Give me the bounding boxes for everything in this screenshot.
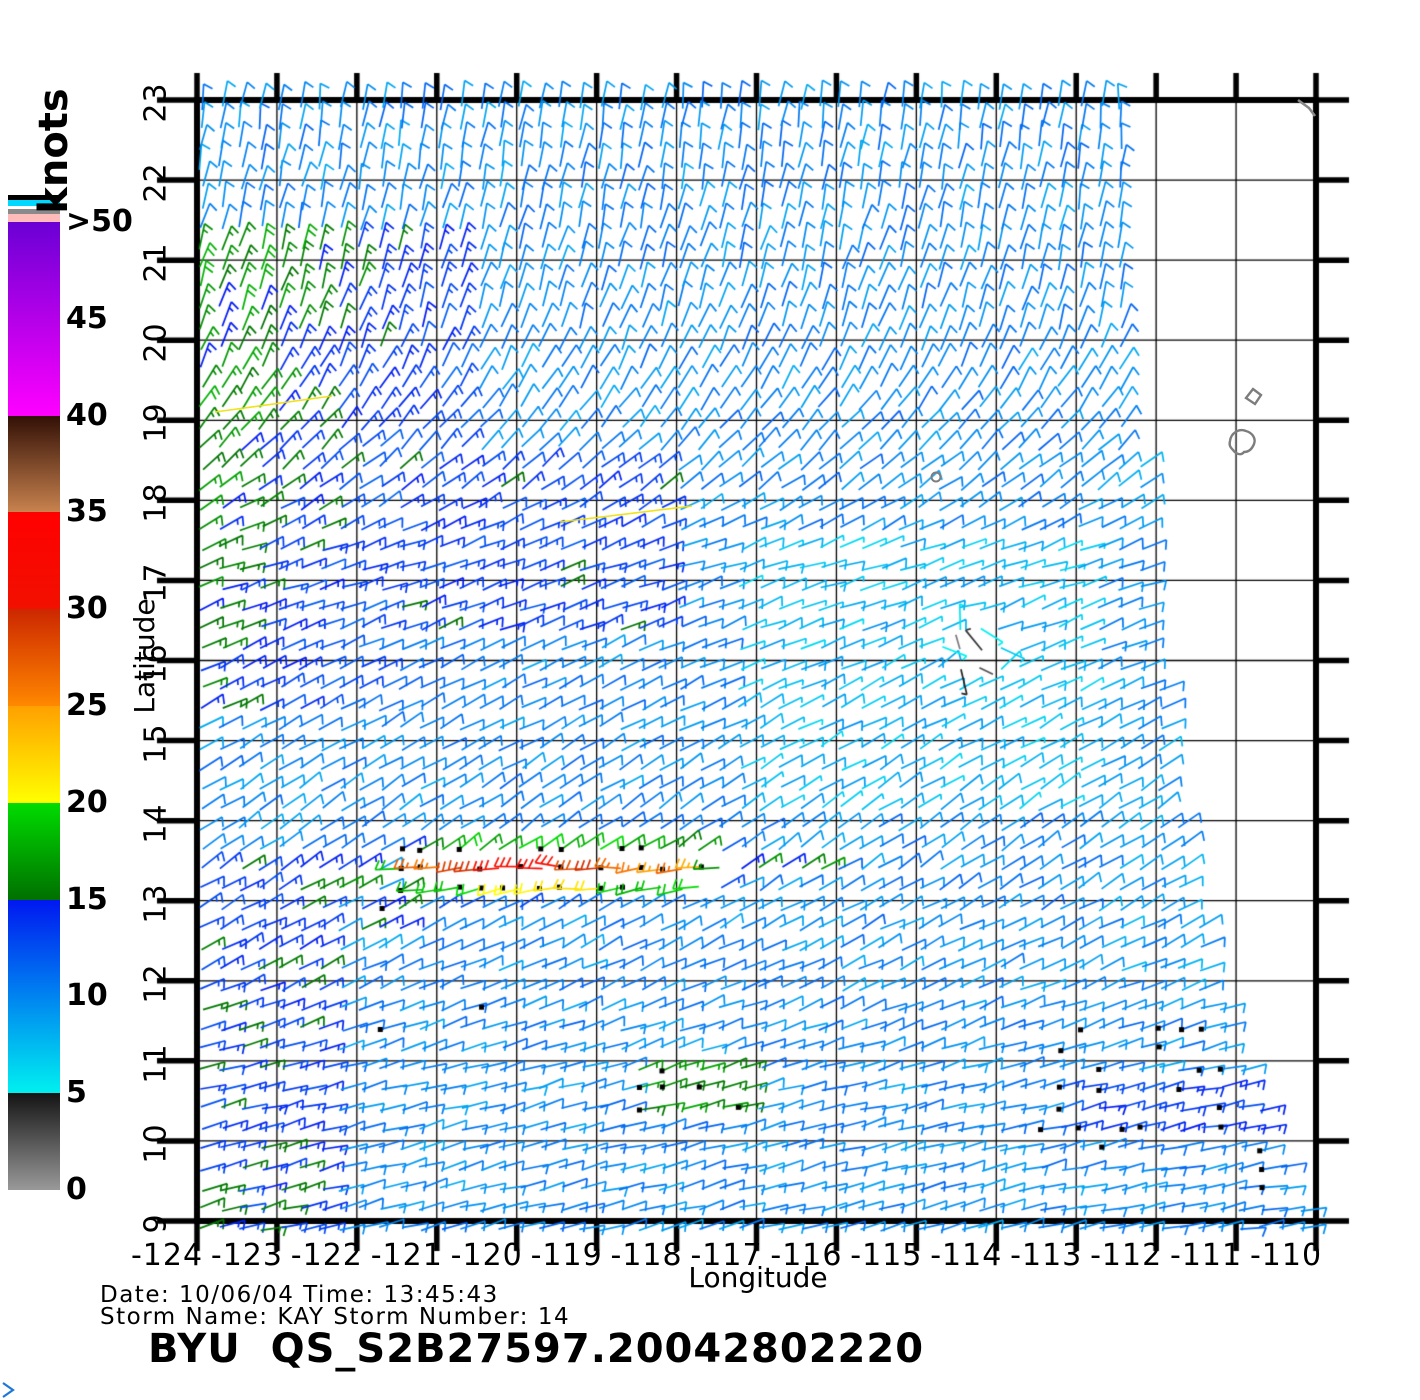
colorbar-tick-label: 5 [66, 1075, 87, 1111]
colorbar-tick-label: 20 [66, 784, 108, 820]
colorbar-stripe [8, 195, 60, 200]
y-tick-label: 13 [138, 883, 174, 924]
x-tick-label: -121 [370, 1238, 443, 1273]
x-tick-label: -113 [1010, 1238, 1083, 1273]
y-tick-label: 22 [138, 162, 174, 203]
colorbar-tick-label: 10 [66, 978, 108, 1014]
colorbar-tick-label: 15 [66, 881, 108, 917]
colorbar-tick-label: 25 [66, 688, 108, 723]
colorbar-segment [8, 222, 60, 416]
x-tick-label: -117 [690, 1238, 763, 1273]
colorbar-stripe [8, 200, 60, 206]
x-tick-label: -114 [930, 1238, 1003, 1273]
colorbar-title: knots [31, 88, 77, 214]
storm-info-line: Storm Name: KAY Storm Number: 14 [100, 1304, 571, 1330]
colorbar-tick-label: >50 [66, 204, 133, 239]
colorbar-segment [8, 609, 60, 706]
y-tick-label: 18 [138, 482, 174, 523]
x-axis-title: Longitude [688, 1261, 828, 1294]
plot-title: BYU QS_S2B27597.20042802220 [148, 1326, 925, 1372]
x-tick-label: -116 [770, 1238, 843, 1273]
y-tick-label: 19 [138, 402, 174, 443]
x-tick-label: -119 [530, 1238, 603, 1273]
colorbar-segment [8, 802, 60, 900]
x-tick-label: -118 [610, 1238, 683, 1273]
x-tick-label: -115 [850, 1238, 923, 1273]
colorbar-tick-label: 30 [66, 591, 108, 627]
date-time-line: Date: 10/06/04 Time: 13:45:43 [100, 1282, 499, 1308]
y-tick-label: 10 [138, 1123, 174, 1164]
y-tick-label: 9 [138, 1213, 174, 1234]
colorbar-segment [8, 415, 60, 513]
y-tick-label: 23 [138, 82, 174, 123]
x-tick-label: -120 [450, 1238, 523, 1273]
colorbar-tick-label: 35 [66, 494, 108, 530]
colorbar-segment [8, 899, 60, 1094]
colorbar-tick-label: 45 [66, 300, 108, 336]
colorbar-stripe [8, 206, 60, 209]
colorbar-stripe [8, 209, 60, 214]
x-tick-label: -111 [1170, 1238, 1243, 1273]
colorbar-stripe [8, 214, 60, 222]
y-axis-title: Latitude [128, 598, 161, 714]
y-tick-label: 21 [138, 242, 174, 283]
colorbar-segment [8, 1093, 60, 1190]
x-tick-label: -124 [130, 1238, 204, 1273]
y-tick-label: 11 [138, 1043, 174, 1084]
x-tick-label: -123 [210, 1238, 283, 1273]
colorbar-tick-label: 0 [66, 1172, 87, 1207]
colorbar-tick-label: 40 [66, 397, 108, 433]
y-tick-label: 12 [138, 963, 174, 1004]
x-tick-label: -122 [290, 1238, 363, 1273]
colorbar-segment [8, 512, 60, 610]
colorbar [8, 222, 60, 1190]
y-tick-label: 14 [138, 803, 174, 844]
y-tick-label: 20 [138, 322, 174, 363]
colorbar-segment [8, 706, 60, 803]
colorbar-top-stripes [8, 195, 60, 222]
x-tick-label: -110 [1249, 1238, 1323, 1273]
x-tick-label: -112 [1090, 1238, 1163, 1273]
